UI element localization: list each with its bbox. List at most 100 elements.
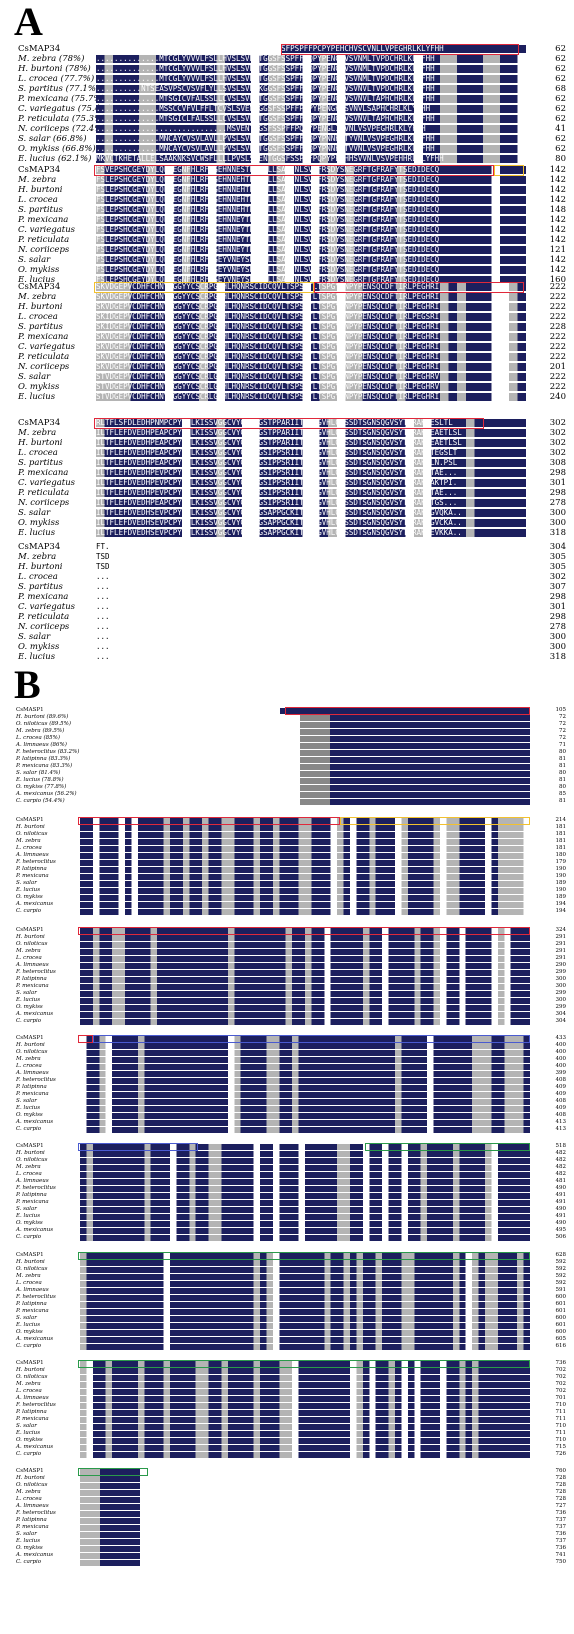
sequence-residues [80, 1185, 530, 1192]
domain-box [340, 817, 530, 825]
sequence-row: P. latipinna 190 [0, 866, 574, 873]
sequence-residues [80, 873, 530, 880]
species-name: S. salar [16, 1423, 37, 1429]
sequence-row: E. lucius... 318 [0, 652, 574, 662]
alignment-block: CsMAP34 FT. 304 M. zebra TSD 305 H. burtoni TSD… [0, 542, 574, 662]
position-number: 222 [549, 342, 566, 352]
position-number: 737 [555, 1524, 567, 1530]
species-name: P. reticulata [18, 488, 70, 498]
position-number: 304 [549, 542, 566, 552]
species-name: A. mexicanus (56.2%) [16, 791, 77, 797]
species-name: F. heteroclitus [16, 969, 56, 975]
sequence-row: O. niloticus 592 [0, 1266, 574, 1273]
species-name: A. limnaeus [16, 1503, 49, 1509]
position-number: 726 [555, 1451, 567, 1457]
sequence-row: O. niloticus 702 [0, 1374, 574, 1381]
sequence-residues [80, 1098, 530, 1105]
sequence-row: O. mykiss FSLEPSHCGEYDYLQLAEGNFHLRFCGEYVN… [0, 265, 574, 275]
sequence-residues [80, 1126, 530, 1133]
sequence-residues: SKVDGEPVCDHFCHNYLGGYYCSCRPGFHLHQNRSCIDCQ… [96, 353, 526, 361]
sequence-residues: ..............MTSGICLFALSSLLCVSLSVENTGGS… [96, 115, 526, 123]
species-name: O. mykiss [16, 1545, 43, 1551]
position-number: 80 [559, 749, 566, 755]
species-name: M. zebra [16, 1381, 41, 1387]
species-name: CsMAP34 [18, 165, 61, 175]
species-name: M. zebra (78%) [18, 54, 85, 64]
sequence-row: A. limnaeus 727 [0, 1503, 574, 1510]
sequence-residues [80, 927, 530, 934]
sequence-row: P. mexicana 409 [0, 1091, 574, 1098]
sequence-row: H. burtoni SKVDGEPVCDHFCHNYLGGYYCSCRPGFHL… [0, 302, 574, 312]
sequence-residues: ..............MSSCCVFVLFFLTCVSLSVENTGGSF… [96, 105, 526, 113]
sequence-residues: ... [96, 643, 116, 651]
sequence-residues [80, 908, 530, 915]
sequence-residues [80, 1545, 220, 1552]
sequence-row: A. mexicanus (56.2%) 85 [0, 791, 574, 798]
species-name: E. lucius [18, 392, 56, 402]
species-name: A. mexicanus [16, 1336, 54, 1342]
sequence-row: O. niloticus 400 [0, 1049, 574, 1056]
sequence-residues [80, 714, 530, 721]
position-number: 737 [555, 1538, 567, 1544]
position-number: 80 [555, 154, 566, 164]
sequence-row: L. crocea 482 [0, 1171, 574, 1178]
sequence-row: L. crocea 181 [0, 845, 574, 852]
position-number: 80 [559, 770, 566, 776]
position-number: 702 [555, 1367, 567, 1373]
alignment-block: CsMASP1 736 H. burtoni 702 O. niloticus 702 M.… [0, 1360, 574, 1458]
species-name: P. mexicana [16, 1308, 49, 1314]
sequence-row: E. lucius 190 [0, 887, 574, 894]
sequence-row: L. crocea ILTFLEFDVEDHPEAPCPYDALKISSVGGCV… [0, 448, 574, 458]
sequence-row: L. crocea (85%) 72 [0, 735, 574, 742]
sequence-row: A. mexicanus 715 [0, 1444, 574, 1451]
species-name: P. reticulata [18, 612, 70, 622]
sequence-residues [80, 1510, 220, 1517]
position-number: 400 [555, 1063, 567, 1069]
sequence-row: M. zebra 702 [0, 1381, 574, 1388]
sequence-row: CsMAP34 FT. 304 [0, 542, 574, 552]
sequence-row: CsMASP1 760 [0, 1468, 574, 1475]
position-number: 41 [555, 124, 566, 134]
sequence-residues: ... [96, 653, 116, 661]
position-number: 413 [555, 1126, 567, 1132]
position-number: 592 [555, 1266, 567, 1272]
sequence-row: CsMAP34 FSVEPSHCGEYDYLQLAEGNFHLRFCGEHNNES… [0, 165, 574, 175]
species-name: E. lucius [16, 1430, 41, 1436]
sequence-row: A. limnaeus 701 [0, 1395, 574, 1402]
sequence-row: S. salar (66.8%) ..............MNCAYCVSVL… [0, 134, 574, 144]
sequence-row: H. burtoni 291 [0, 934, 574, 941]
position-number: 142 [549, 195, 566, 205]
sequence-residues [80, 749, 530, 756]
position-number: 300 [555, 983, 567, 989]
sequence-row: P. latipinna 300 [0, 976, 574, 983]
species-name: L. crocea [16, 1496, 42, 1502]
sequence-residues [80, 1322, 530, 1329]
position-number: 408 [555, 1077, 567, 1083]
sequence-row: C. variegatus (75.4%) ..............MSSCC… [0, 104, 574, 114]
sequence-row: P. mexicana ILTFLEFDVEDHPEVPCPYDALKISSVGG… [0, 468, 574, 478]
sequence-residues: FSLEPSHCGEYDYLQLAEGNFHLRFCGEYVNEYSPGNTLL… [96, 256, 526, 264]
species-name: S. partitus [18, 458, 63, 468]
position-number: 400 [555, 1049, 567, 1055]
species-name: CsMASP1 [16, 1143, 44, 1149]
sequence-residues: ..............MTSGICVFALSSLLCVSLSVENTGGS… [96, 95, 526, 103]
sequence-residues [80, 990, 530, 997]
species-name: P. mexicana [16, 873, 49, 879]
sequence-residues: TSD [96, 553, 116, 561]
sequence-residues: FSLEPSHCGEYDYLQLAEGNFHLRFCGEYVNEYSPGNTLL… [96, 276, 526, 284]
sequence-residues [80, 1112, 530, 1119]
species-name: M. zebra (89.5%) [16, 728, 65, 734]
sequence-row: E. lucius 300 [0, 997, 574, 1004]
sequence-row: N. coriiceps ILTFLEFDVEDHPEAPCPYDALKISSVG… [0, 498, 574, 508]
position-number: 702 [555, 1381, 567, 1387]
sequence-residues: ..............MTCGLYVVVLFSLLHVSLSVENTGGS… [96, 55, 526, 63]
species-name: F. heteroclitus [16, 1077, 56, 1083]
position-number: 81 [559, 763, 566, 769]
sequence-residues [80, 1234, 530, 1241]
species-name: H. burtoni [16, 1042, 45, 1048]
species-name: A. limnaeus [16, 852, 49, 858]
position-number: 68 [555, 84, 566, 94]
position-number: 711 [555, 1416, 567, 1422]
position-number: 592 [555, 1273, 567, 1279]
species-name: A. mexicanus [16, 1011, 54, 1017]
